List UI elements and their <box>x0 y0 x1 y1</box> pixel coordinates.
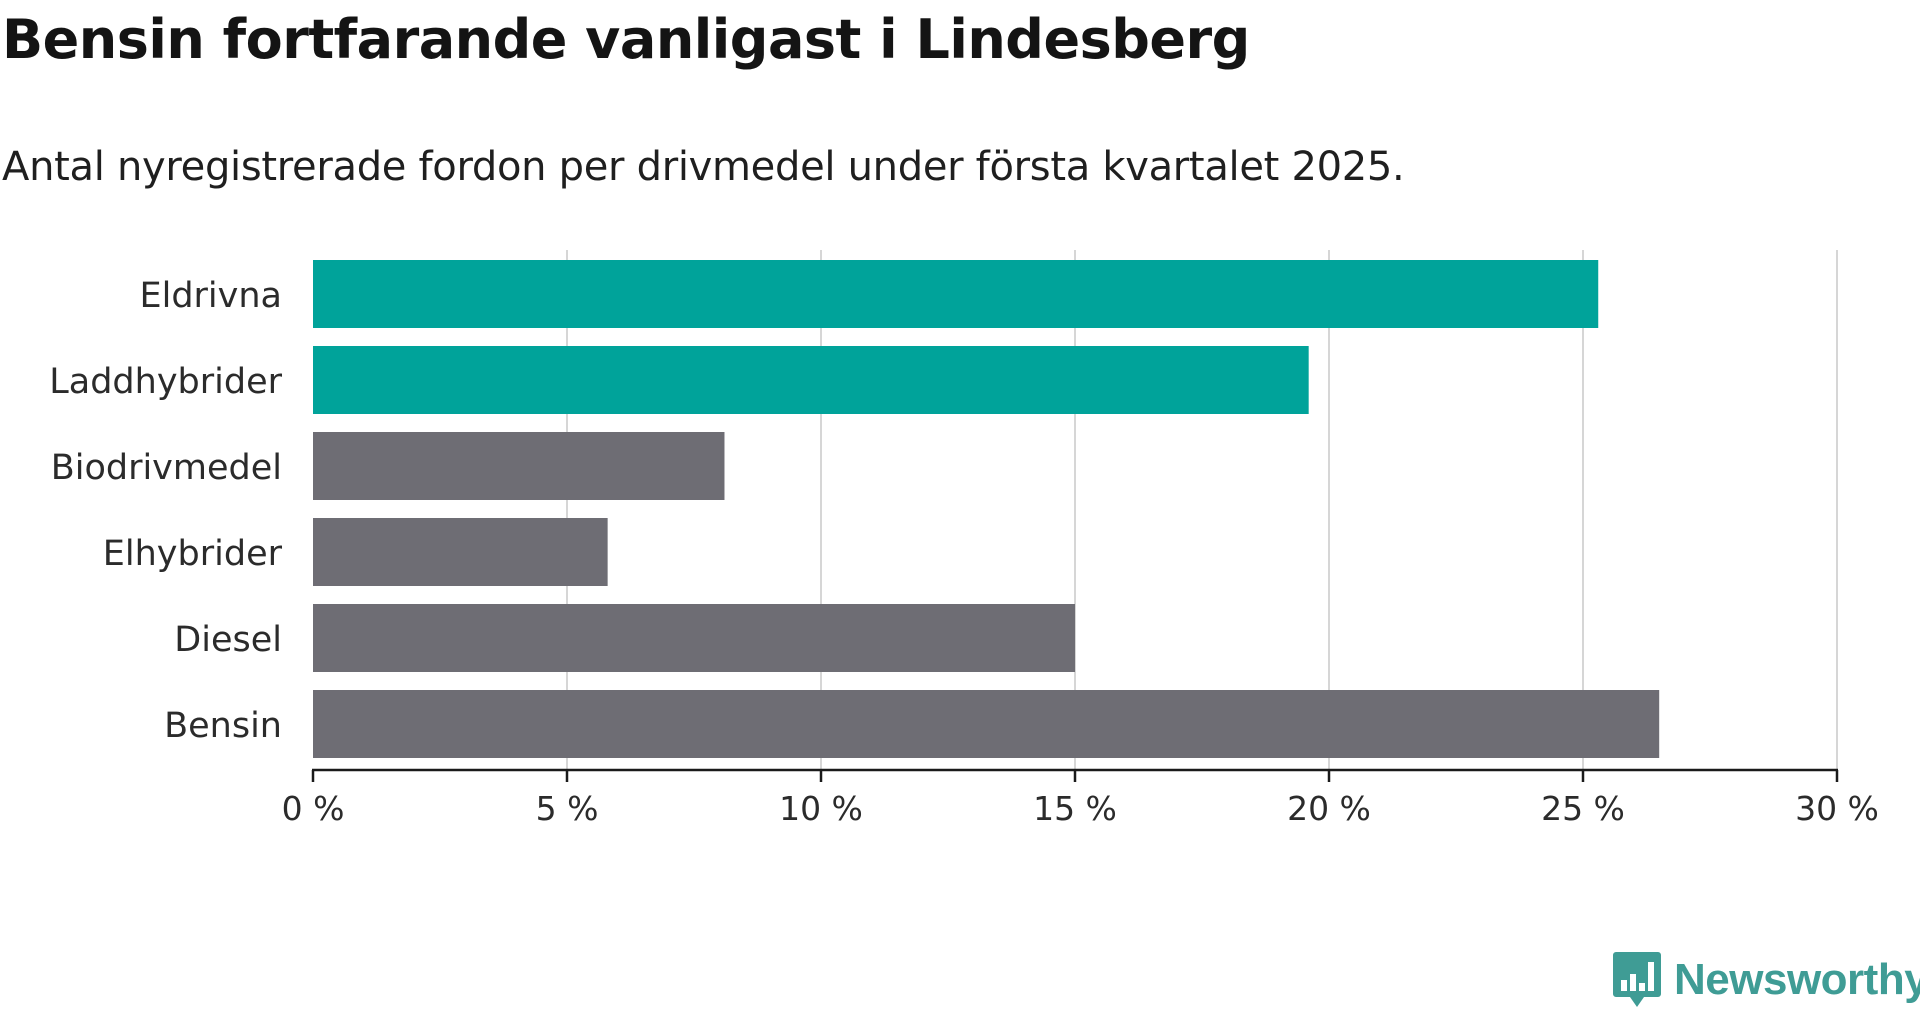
x-tick-label: 10 % <box>779 789 863 828</box>
brand-name: Newsworthy <box>1674 955 1920 1004</box>
category-label: Bensin <box>164 706 282 746</box>
x-tick-label: 25 % <box>1541 789 1625 828</box>
chart-bubble-icon <box>1613 952 1661 1007</box>
bar <box>313 346 1309 414</box>
chart-subtitle: Antal nyregistrerade fordon per drivmede… <box>2 144 1405 190</box>
bar <box>313 690 1660 758</box>
newsworthy-logo: Newsworthy <box>1612 950 1920 1010</box>
category-label: Laddhybrider <box>49 362 282 402</box>
category-label: Biodrivmedel <box>51 448 282 488</box>
category-label: Eldrivna <box>139 276 282 316</box>
x-tick-label: 5 % <box>536 789 599 828</box>
chart-title: Bensin fortfarande vanligast i Lindesber… <box>2 8 1250 71</box>
x-tick-label: 30 % <box>1795 789 1879 828</box>
x-tick-label: 0 % <box>282 789 345 828</box>
bar <box>313 260 1599 328</box>
category-label: Elhybrider <box>103 534 283 574</box>
bar <box>313 604 1075 672</box>
bar <box>313 518 608 586</box>
category-label: Diesel <box>174 620 282 660</box>
x-tick-label: 15 % <box>1033 789 1117 828</box>
bar-chart: Eldrivna Laddhybrider Biodrivmedel Elhybrid… <box>49 250 1879 828</box>
bar <box>313 432 725 500</box>
x-tick-label: 20 % <box>1287 789 1371 828</box>
